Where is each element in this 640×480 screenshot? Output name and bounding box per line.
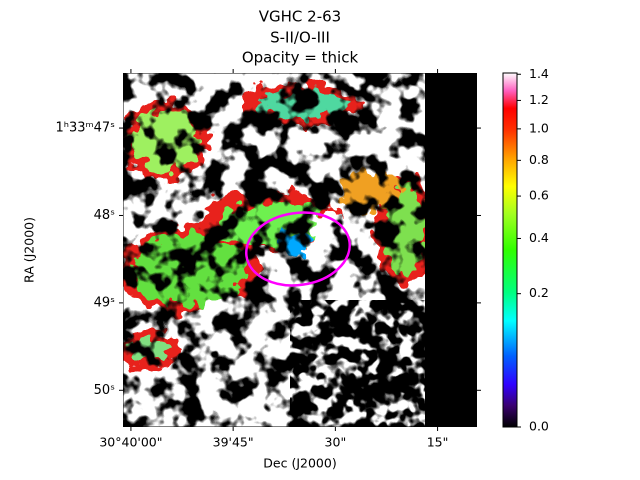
title-line: Opacity = thick [242, 49, 359, 67]
sky-image [123, 73, 477, 427]
x-axis-label: Dec (J2000) [263, 456, 336, 471]
y-tick-label: 49ˢ [94, 295, 116, 310]
colorbar-tick-label: 0.4 [529, 230, 549, 245]
x-tick-label: 30" [325, 435, 347, 450]
colorbar-tick-label: 0.8 [529, 152, 549, 167]
colorbar-tick-label: 0.2 [529, 285, 549, 300]
y-tick-label: 1ʰ33ᵐ47ˢ [55, 121, 115, 136]
colorbar-tick-label: 1.4 [529, 66, 549, 81]
colorbar [502, 72, 518, 428]
title-line: S-II/O-III [270, 29, 330, 47]
colorbar-tick-label: 1.0 [529, 120, 549, 135]
title: VGHC 2-63 S-II/O-III Opacity = thick [242, 8, 359, 67]
x-tick-label: 39'45" [213, 435, 254, 450]
colorbar-tick-label: 1.2 [529, 92, 549, 107]
y-tick-label: 48ˢ [94, 208, 116, 223]
y-tick-label: 50ˢ [94, 383, 116, 398]
colorbar-tick-label: 0.6 [529, 188, 549, 203]
x-tick-label: 30°40'00" [99, 435, 162, 450]
y-axis-label: RA (J2000) [22, 217, 37, 283]
colorbar-tick-label: 0.0 [529, 419, 549, 434]
aperture-region [245, 211, 351, 287]
title-line: VGHC 2-63 [259, 8, 341, 26]
x-tick-label: 15" [427, 435, 449, 450]
